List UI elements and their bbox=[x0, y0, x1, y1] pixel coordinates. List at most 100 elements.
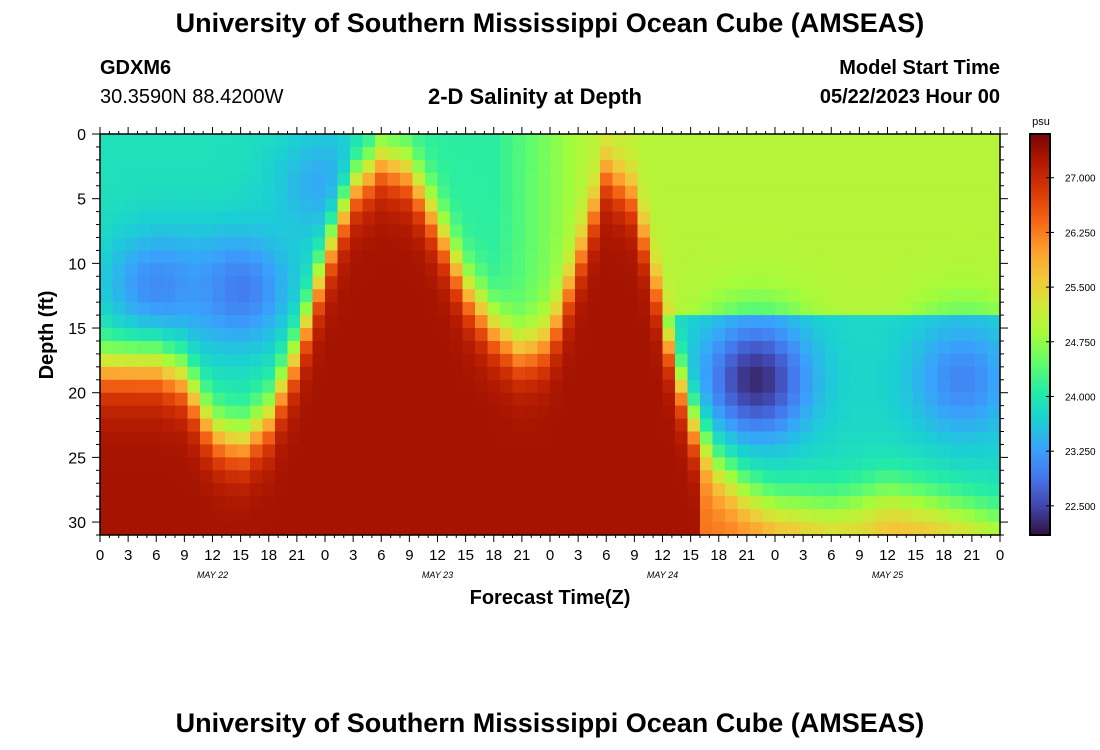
heatmap-cell bbox=[962, 379, 976, 394]
heatmap-cell bbox=[575, 353, 589, 368]
heatmap-cell bbox=[575, 483, 589, 497]
heatmap-cell bbox=[962, 509, 976, 523]
heatmap-cell bbox=[212, 457, 226, 471]
heatmap-cell bbox=[562, 185, 576, 200]
heatmap-cell bbox=[175, 134, 189, 148]
heatmap-cell bbox=[500, 263, 514, 277]
heatmap-cell bbox=[162, 224, 176, 239]
heatmap-cell bbox=[387, 418, 401, 433]
heatmap-cell bbox=[275, 496, 289, 510]
heatmap-cell bbox=[475, 483, 489, 497]
heatmap-cell bbox=[700, 379, 714, 394]
heatmap-cell bbox=[175, 159, 189, 174]
heatmap-cell bbox=[387, 366, 401, 381]
heatmap-cell bbox=[612, 237, 626, 252]
heatmap-cell bbox=[150, 431, 164, 446]
heatmap-cell bbox=[362, 379, 376, 394]
heatmap-cell bbox=[775, 379, 789, 394]
heatmap-cell bbox=[725, 522, 739, 535]
heatmap-cell bbox=[512, 405, 526, 420]
heatmap-cell bbox=[412, 328, 426, 342]
heatmap-cell bbox=[237, 250, 251, 264]
heatmap-cell bbox=[812, 379, 826, 394]
heatmap-cell bbox=[237, 522, 251, 535]
heatmap-cell bbox=[150, 172, 164, 187]
heatmap-cell bbox=[562, 353, 576, 368]
heatmap-cell bbox=[987, 353, 1000, 368]
heatmap-cell bbox=[512, 211, 526, 226]
heatmap-cell bbox=[250, 366, 264, 381]
heatmap-cell bbox=[462, 340, 476, 355]
heatmap-cell bbox=[687, 289, 701, 303]
heatmap-cell bbox=[987, 263, 1000, 277]
heatmap-cell bbox=[950, 353, 964, 368]
heatmap-cell bbox=[287, 315, 301, 329]
heatmap-cell bbox=[937, 353, 951, 368]
heatmap-cell bbox=[387, 328, 401, 342]
heatmap-cell bbox=[612, 146, 626, 161]
heatmap-cell bbox=[937, 392, 951, 407]
heatmap-cell bbox=[562, 276, 576, 290]
heatmap-cell bbox=[975, 134, 989, 148]
heatmap-cell bbox=[137, 263, 151, 277]
heatmap-cell bbox=[287, 522, 301, 535]
heatmap-cell bbox=[925, 366, 939, 381]
heatmap-cell bbox=[787, 224, 801, 239]
heatmap-cell bbox=[675, 431, 689, 446]
heatmap-cell bbox=[687, 405, 701, 420]
heatmap-cell bbox=[800, 211, 814, 226]
heatmap-cell bbox=[350, 159, 364, 174]
heatmap-cell bbox=[125, 172, 139, 187]
heatmap-cell bbox=[825, 353, 839, 368]
heatmap-cell bbox=[450, 353, 464, 368]
heatmap-cell bbox=[587, 276, 601, 290]
heatmap-cell bbox=[225, 509, 239, 523]
heatmap-cell bbox=[575, 302, 589, 316]
heatmap-cell bbox=[412, 431, 426, 446]
heatmap-cell bbox=[337, 483, 351, 497]
x-tick-label: 6 bbox=[152, 547, 160, 564]
heatmap-cell bbox=[550, 172, 564, 187]
heatmap-cell bbox=[162, 379, 176, 394]
heatmap-cell bbox=[712, 302, 726, 316]
heatmap-cell bbox=[675, 457, 689, 471]
heatmap-cell bbox=[962, 198, 976, 213]
heatmap-cell bbox=[225, 237, 239, 252]
heatmap-cell bbox=[737, 328, 751, 342]
heatmap-cell bbox=[187, 353, 201, 368]
y-tick-label: 0 bbox=[77, 127, 86, 144]
heatmap-cell bbox=[187, 302, 201, 316]
heatmap-cell bbox=[962, 302, 976, 316]
heatmap-cell bbox=[337, 146, 351, 161]
heatmap-cell bbox=[900, 522, 914, 535]
heatmap-cell bbox=[312, 353, 326, 368]
heatmap-cell bbox=[987, 470, 1000, 484]
heatmap-cell bbox=[400, 328, 414, 342]
heatmap-cell bbox=[487, 522, 501, 535]
heatmap-cell bbox=[150, 159, 164, 174]
heatmap-cell bbox=[725, 457, 739, 471]
heatmap-cell bbox=[362, 237, 376, 252]
heatmap-cell bbox=[700, 366, 714, 381]
heatmap-cell bbox=[212, 509, 226, 523]
heatmap-cell bbox=[562, 146, 576, 161]
heatmap-cell bbox=[137, 444, 151, 458]
heatmap-cell bbox=[687, 198, 701, 213]
heatmap-cell bbox=[812, 250, 826, 264]
heatmap-cell bbox=[425, 509, 439, 523]
heatmap-cell bbox=[237, 328, 251, 342]
heatmap-cell bbox=[912, 250, 926, 264]
heatmap-cell bbox=[475, 302, 489, 316]
heatmap-cell bbox=[387, 405, 401, 420]
heatmap-cell bbox=[975, 444, 989, 458]
heatmap-cell bbox=[425, 470, 439, 484]
heatmap-cell bbox=[875, 366, 889, 381]
heatmap-cell bbox=[562, 315, 576, 329]
heatmap-cell bbox=[487, 276, 501, 290]
heatmap-cell bbox=[950, 263, 964, 277]
heatmap-cell bbox=[187, 509, 201, 523]
heatmap-cell bbox=[325, 509, 339, 523]
heatmap-cell bbox=[875, 483, 889, 497]
heatmap-cell bbox=[275, 405, 289, 420]
heatmap-cell bbox=[312, 159, 326, 174]
